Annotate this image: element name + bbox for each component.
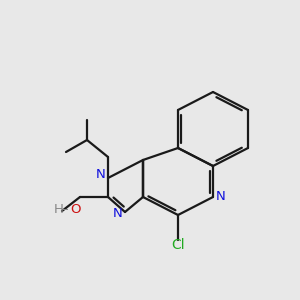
Text: –: –: [62, 203, 68, 216]
Text: O: O: [70, 203, 81, 216]
Text: N: N: [112, 207, 122, 220]
Text: N: N: [216, 190, 225, 203]
Text: H: H: [54, 203, 64, 216]
Text: Cl: Cl: [171, 238, 185, 252]
Text: N: N: [96, 169, 105, 182]
